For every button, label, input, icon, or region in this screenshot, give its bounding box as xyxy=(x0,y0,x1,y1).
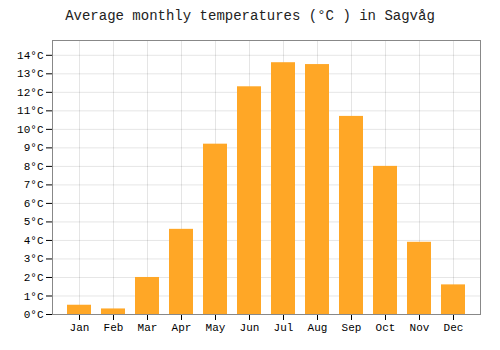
svg-text:Mar: Mar xyxy=(138,322,158,334)
svg-text:5°C: 5°C xyxy=(24,216,44,228)
svg-text:May: May xyxy=(206,322,226,334)
svg-text:3°C: 3°C xyxy=(24,253,44,265)
svg-text:4°C: 4°C xyxy=(24,235,44,247)
svg-text:Nov: Nov xyxy=(410,322,430,334)
svg-text:6°C: 6°C xyxy=(24,198,44,210)
svg-text:8°C: 8°C xyxy=(24,161,44,173)
svg-text:9°C: 9°C xyxy=(24,142,44,154)
svg-text:0°C: 0°C xyxy=(24,309,44,321)
svg-text:12°C: 12°C xyxy=(17,87,44,99)
svg-text:Jul: Jul xyxy=(274,322,294,334)
svg-text:7°C: 7°C xyxy=(24,179,44,191)
svg-text:Oct: Oct xyxy=(376,322,396,334)
svg-text:10°C: 10°C xyxy=(17,124,44,136)
html-text:Average monthly temperatures (: Average monthly temperatures (°C ) in Sa… xyxy=(65,8,435,24)
svg-text:Aug: Aug xyxy=(308,322,328,334)
svg-text:11°C: 11°C xyxy=(17,105,44,117)
svg-text:13°C: 13°C xyxy=(17,68,44,80)
svg-text:Jan: Jan xyxy=(70,322,90,334)
svg-text:Dec: Dec xyxy=(444,322,464,334)
svg-text:2°C: 2°C xyxy=(24,272,44,284)
svg-text:14°C: 14°C xyxy=(17,50,44,62)
svg-text:1°C: 1°C xyxy=(24,291,44,303)
svg-text:Apr: Apr xyxy=(172,322,192,334)
svg-text:Jun: Jun xyxy=(240,322,260,334)
svg-text:Feb: Feb xyxy=(104,322,124,334)
svg-text:Sep: Sep xyxy=(342,322,362,334)
